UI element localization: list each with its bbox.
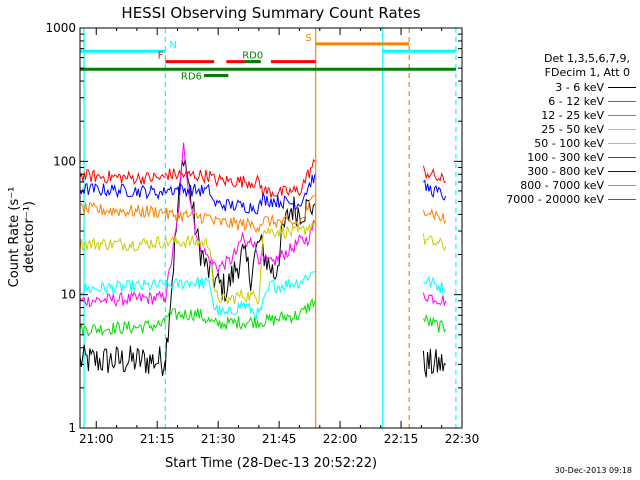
series-line-segment bbox=[80, 344, 166, 376]
series-line-segment bbox=[164, 195, 316, 234]
y-tick-label: 10 bbox=[61, 288, 76, 302]
legend-swatch bbox=[608, 198, 636, 200]
x-tick-label: 21:45 bbox=[262, 432, 297, 446]
series-line-segment bbox=[80, 182, 166, 201]
legend-entry: 3 - 6 keV bbox=[470, 80, 636, 94]
series-800-7000-kev bbox=[80, 195, 447, 234]
legend-swatch bbox=[608, 86, 636, 88]
flag-rd6: RD6 bbox=[181, 72, 229, 83]
y-tick-label: 1 bbox=[68, 421, 76, 435]
series-line-segment bbox=[164, 270, 316, 320]
legend-entry: 6 - 12 keV bbox=[470, 94, 636, 108]
flag-f: F bbox=[158, 51, 316, 64]
legend-label: 25 - 50 keV bbox=[541, 122, 604, 136]
flag-label: F bbox=[158, 51, 164, 62]
series-300-800-kev bbox=[80, 174, 447, 215]
series-line-segment bbox=[80, 169, 166, 186]
legend-swatch bbox=[608, 184, 636, 186]
series-line-segment bbox=[80, 290, 166, 308]
series-line-segment bbox=[422, 292, 447, 306]
legend-swatch bbox=[608, 114, 636, 116]
legend-swatch bbox=[608, 128, 636, 130]
flag-label: RD6 bbox=[181, 72, 202, 83]
series-line-segment bbox=[80, 201, 166, 219]
series-line-segment bbox=[164, 158, 316, 198]
series-line-segment bbox=[80, 235, 166, 252]
series-line-segment bbox=[80, 316, 166, 337]
series-line-segment bbox=[422, 233, 447, 252]
series-line-segment bbox=[164, 298, 316, 330]
y-tick-label: 100 bbox=[53, 154, 76, 168]
legend-entry: 50 - 100 keV bbox=[470, 136, 636, 150]
legend-label: 100 - 300 keV bbox=[527, 150, 604, 164]
x-axis-label: Start Time (28-Dec-13 20:52:22) bbox=[164, 456, 378, 471]
flag-rd0: RD0 bbox=[242, 51, 263, 64]
chart-title: HESSI Observing Summary Count Rates bbox=[121, 4, 421, 22]
x-tick-label: 21:00 bbox=[79, 432, 114, 446]
x-tick-label: 22:00 bbox=[323, 432, 358, 446]
legend-entry: 800 - 7000 keV bbox=[470, 178, 636, 192]
x-tick-label: 22:15 bbox=[384, 432, 419, 446]
flag-bars: N S F RD0 RD6 bbox=[80, 33, 456, 83]
legend-label: 800 - 7000 keV bbox=[520, 178, 604, 192]
series-6-12-kev bbox=[80, 142, 447, 308]
x-tick-label: 21:15 bbox=[140, 432, 175, 446]
axes: 21:00 21:15 21:30 21:45 22:00 22:15 22:30 1 10 10… bbox=[45, 21, 479, 446]
flag-s: S bbox=[305, 33, 410, 46]
series-line-segment bbox=[164, 142, 316, 303]
legend-entry: 7000 - 20000 keV bbox=[470, 192, 636, 206]
y-axis-label: Count Rate (s⁻¹ detector⁻¹) bbox=[7, 186, 37, 288]
legend-entry: 300 - 800 keV bbox=[470, 164, 636, 178]
legend-swatch bbox=[608, 100, 636, 102]
flag-n: N bbox=[80, 40, 456, 53]
legend-label: 300 - 800 keV bbox=[527, 164, 604, 178]
flag-label: RD0 bbox=[242, 51, 263, 62]
series-12-25-kev bbox=[80, 298, 447, 337]
generation-date: 30-Dec-2013 09:18 bbox=[554, 466, 632, 475]
series-line-segment bbox=[422, 348, 446, 378]
series-100-300-kev bbox=[80, 158, 446, 198]
legend-swatch bbox=[608, 142, 636, 144]
legend: Det 1,3,5,6,7,9, FDecim 1, Att 0 3 - 6 k… bbox=[470, 52, 636, 206]
legend-label: 6 - 12 keV bbox=[548, 94, 604, 108]
flag-label: N bbox=[169, 40, 176, 51]
series-line-segment bbox=[164, 221, 316, 305]
legend-label: 12 - 25 keV bbox=[541, 108, 604, 122]
series-line-segment bbox=[80, 278, 166, 295]
legend-swatch bbox=[608, 170, 636, 172]
legend-label: 50 - 100 keV bbox=[534, 136, 604, 150]
flag-label: S bbox=[305, 33, 311, 44]
series-25-50-kev bbox=[80, 270, 447, 320]
series-layer bbox=[80, 142, 447, 378]
legend-swatch bbox=[608, 156, 636, 158]
legend-entry: 100 - 300 keV bbox=[470, 150, 636, 164]
y-tick-label: 1000 bbox=[45, 21, 76, 35]
series-line-segment bbox=[422, 313, 447, 333]
series-line-segment bbox=[423, 179, 447, 201]
legend-entry: 25 - 50 keV bbox=[470, 122, 636, 136]
legend-entry: 12 - 25 keV bbox=[470, 108, 636, 122]
series-line-segment bbox=[422, 165, 446, 184]
series-50-100-kev bbox=[80, 221, 447, 305]
legend-label: 7000 - 20000 keV bbox=[506, 192, 604, 206]
series-3-6-kev bbox=[80, 158, 446, 378]
series-line-segment bbox=[422, 207, 447, 225]
series-line-segment bbox=[423, 274, 447, 296]
plot-frame bbox=[79, 27, 463, 429]
legend-label: 3 - 6 keV bbox=[555, 80, 604, 94]
legend-header-decimation: FDecim 1, Att 0 bbox=[544, 66, 630, 79]
x-tick-label: 21:30 bbox=[201, 432, 236, 446]
x-tick-label: 22:30 bbox=[445, 432, 480, 446]
legend-header-detectors: Det 1,3,5,6,7,9, bbox=[543, 52, 630, 65]
series-line-segment bbox=[164, 174, 316, 215]
vertical-markers bbox=[83, 28, 457, 428]
